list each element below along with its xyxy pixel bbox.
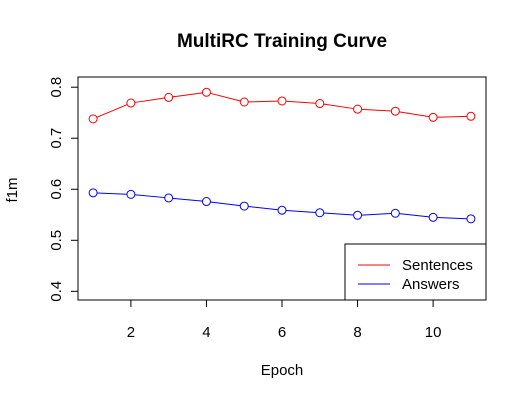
data-point bbox=[353, 210, 363, 220]
y-tick-label: 0.7 bbox=[48, 128, 65, 149]
series-line-segment bbox=[96, 104, 128, 118]
data-point bbox=[390, 106, 400, 116]
x-tick-label: 10 bbox=[425, 324, 442, 341]
series-line-segment bbox=[97, 192, 127, 195]
legend-label: Answers bbox=[402, 276, 460, 293]
series-line-segment bbox=[437, 216, 467, 220]
data-point bbox=[466, 214, 476, 224]
data-point bbox=[428, 212, 438, 222]
series-line-segment bbox=[323, 212, 354, 216]
data-point bbox=[466, 111, 476, 121]
series-line-segment bbox=[361, 212, 392, 216]
data-point bbox=[390, 208, 400, 218]
x-tick-label: 8 bbox=[353, 324, 361, 341]
series-line-segment bbox=[285, 100, 316, 104]
series-line-segment bbox=[172, 197, 203, 202]
data-point bbox=[201, 87, 211, 97]
legend-label: Sentences bbox=[402, 257, 473, 274]
series-line-segment bbox=[134, 194, 165, 199]
data-point bbox=[126, 98, 136, 108]
series-line-segment bbox=[248, 206, 279, 211]
y-axis: 0.4 0.5 0.6 0.7 0.8 bbox=[48, 77, 79, 302]
data-point bbox=[239, 97, 249, 107]
series-line-segment bbox=[399, 213, 430, 218]
y-tick-label: 0.5 bbox=[48, 230, 65, 251]
series-sentences bbox=[88, 87, 476, 124]
x-axis-label: Epoch bbox=[261, 362, 304, 379]
y-tick-label: 0.6 bbox=[48, 179, 65, 200]
data-point bbox=[88, 188, 98, 198]
chart-title: MultiRC Training Curve bbox=[177, 31, 387, 52]
series-line-segment bbox=[248, 100, 279, 103]
series-layer bbox=[88, 87, 476, 224]
series-line-segment bbox=[323, 103, 354, 110]
y-tick-label: 0.8 bbox=[48, 77, 65, 98]
data-point bbox=[277, 96, 287, 106]
series-line-segment bbox=[361, 108, 392, 112]
series-line-segment bbox=[172, 92, 203, 98]
data-point bbox=[164, 92, 174, 102]
data-point bbox=[315, 99, 325, 109]
series-answers bbox=[88, 188, 476, 224]
series-line-segment bbox=[437, 115, 467, 118]
data-point bbox=[164, 193, 174, 203]
x-tick-label: 6 bbox=[278, 324, 286, 341]
data-point bbox=[88, 114, 98, 124]
data-point bbox=[239, 201, 249, 211]
data-point bbox=[315, 208, 325, 218]
data-point bbox=[353, 104, 363, 114]
series-line-segment bbox=[134, 97, 165, 103]
y-axis-label: f1m bbox=[4, 177, 21, 202]
x-axis: 2 4 6 8 10 bbox=[127, 299, 442, 341]
data-point bbox=[428, 112, 438, 122]
series-line-segment bbox=[399, 111, 430, 118]
data-point bbox=[277, 205, 287, 215]
series-line-segment bbox=[285, 209, 316, 213]
y-tick-label: 0.4 bbox=[48, 281, 65, 302]
x-tick-label: 2 bbox=[127, 324, 135, 341]
series-line-segment bbox=[210, 201, 241, 207]
data-point bbox=[126, 189, 136, 199]
data-point bbox=[201, 197, 211, 207]
series-line-segment bbox=[210, 92, 241, 102]
legend: Sentences Answers bbox=[344, 243, 487, 301]
legend-box bbox=[344, 243, 487, 301]
x-tick-label: 4 bbox=[202, 324, 210, 341]
